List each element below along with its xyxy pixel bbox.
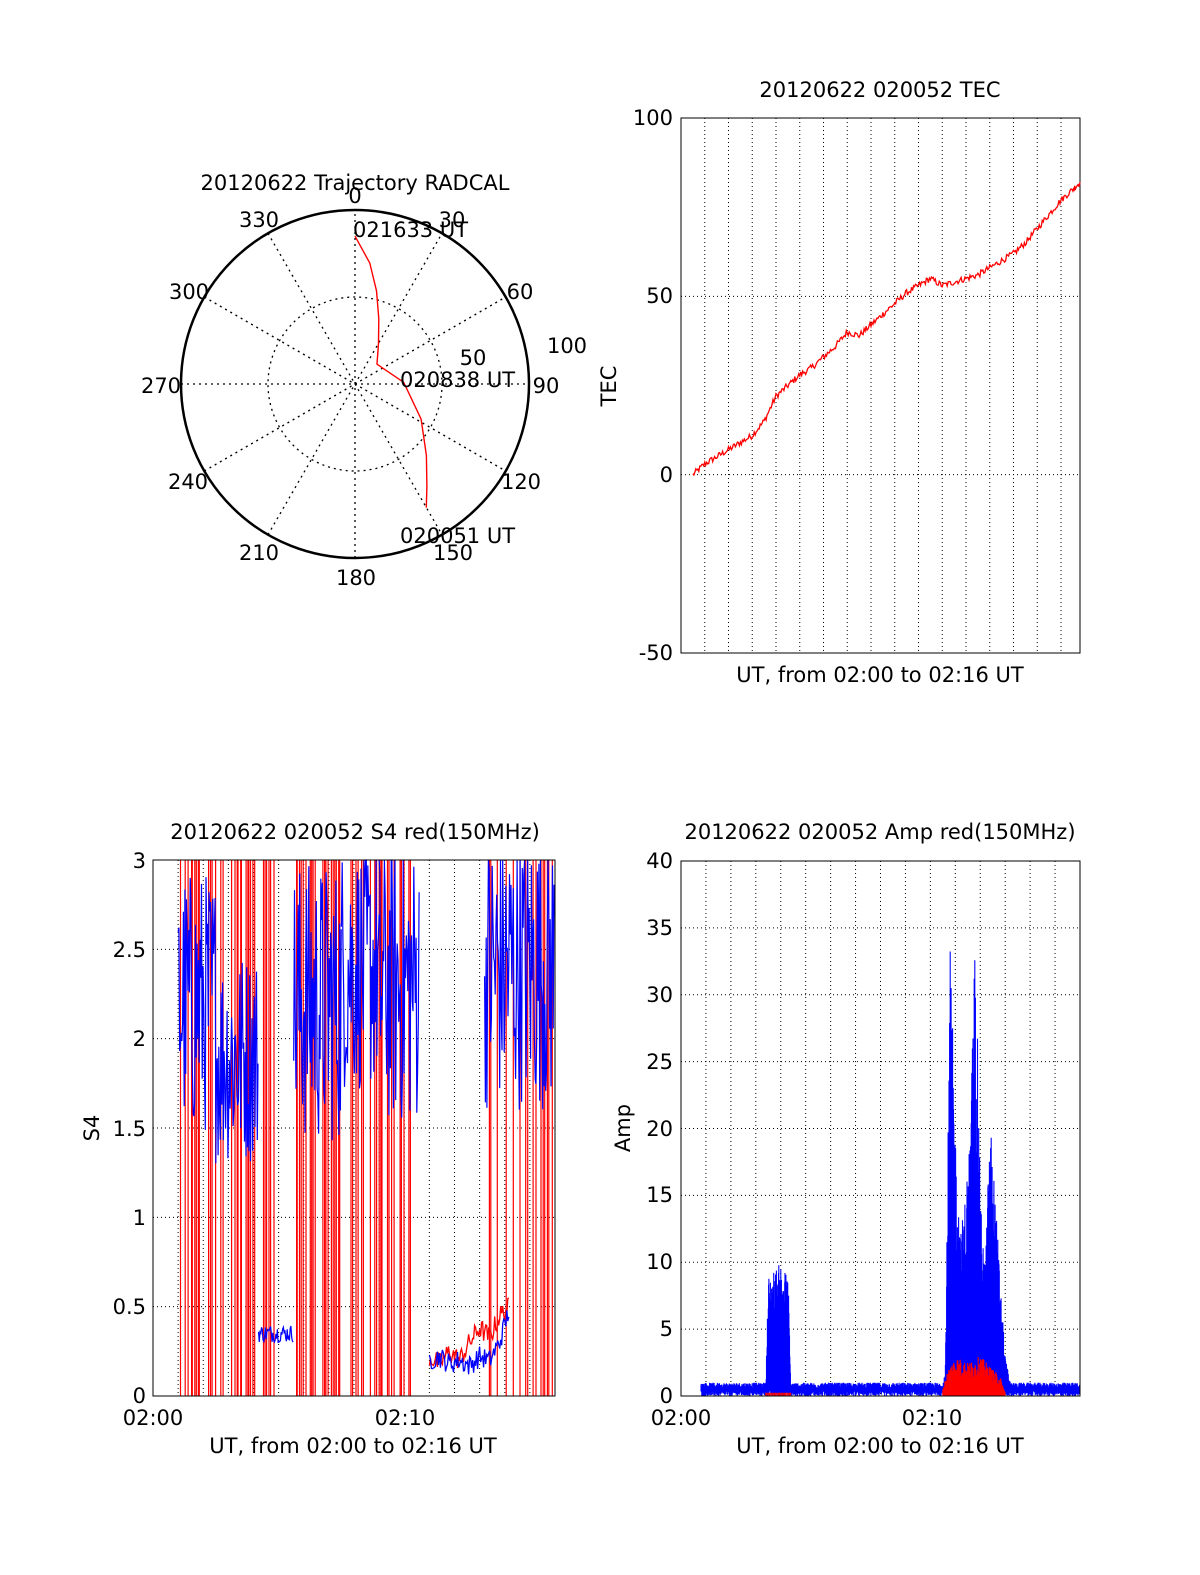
- s4-blue-series-line: [428, 1310, 510, 1375]
- y-tick-label: 10: [646, 1250, 673, 1274]
- x-tick-label: 02:00: [651, 1406, 712, 1430]
- tec-title: 20120622 020052 TEC: [759, 78, 1000, 102]
- y-tick-label: 0.5: [113, 1295, 146, 1319]
- amp-grid: [681, 861, 1080, 1396]
- polar-angle-label: 240: [168, 470, 208, 494]
- polar-angle-label: 60: [507, 280, 534, 304]
- polar-angle-labels: 0 30 60 90 120 150 180 210 240 270 300 3…: [141, 184, 559, 590]
- polar-angle-label: 330: [239, 208, 279, 232]
- y-tick-label: 2: [133, 1027, 146, 1051]
- s4-panel: 20120622 020052 S4 red(150MHz) 0 0.5 1 1…: [80, 820, 556, 1458]
- y-tick-label: 100: [633, 106, 673, 130]
- tec-series-line: [692, 182, 1081, 477]
- amp-y-axis-label: Amp: [611, 1104, 635, 1152]
- polar-angle-label: 30: [439, 208, 466, 232]
- polar-angle-label: 180: [336, 566, 376, 590]
- amp-blue-series-line: [700, 951, 1081, 1396]
- polar-angle-label: 210: [239, 541, 279, 565]
- x-tick-label: 02:10: [375, 1406, 436, 1430]
- polar-angle-label: 270: [141, 374, 181, 398]
- polar-annotation: 020838 UT: [400, 368, 515, 392]
- tec-y-ticks: -50 0 50 100: [633, 106, 673, 665]
- amp-x-axis-label: UT, from 02:00 to 02:16 UT: [736, 1434, 1024, 1458]
- y-tick-label: 20: [646, 1117, 673, 1141]
- polar-radius-label: 100: [547, 334, 587, 358]
- polar-grid: [181, 210, 529, 558]
- y-tick-label: 1: [133, 1206, 146, 1230]
- amp-y-ticks: 0 5 10 15 20 25 30 35 40: [646, 849, 673, 1408]
- y-tick-label: 0: [133, 1384, 146, 1408]
- s4-plot-frame: [152, 859, 556, 1397]
- s4-red-spikes: [179, 860, 553, 1396]
- s4-title: 20120622 020052 S4 red(150MHz): [170, 820, 540, 844]
- y-tick-label: 25: [646, 1050, 673, 1074]
- tec-x-axis-label: UT, from 02:00 to 02:16 UT: [736, 663, 1024, 687]
- polar-grid-spoke: [267, 232, 443, 536]
- polar-annotation: 021633 UT: [353, 218, 468, 242]
- tec-plot-frame: [680, 117, 1081, 654]
- polar-grid-ring: [267, 296, 443, 472]
- tec-grid: [681, 117, 1080, 654]
- polar-angle-label: 0: [348, 184, 361, 208]
- amp-red-series-line: [765, 1357, 1006, 1396]
- y-tick-label: 5: [660, 1317, 673, 1341]
- s4-blue-trace: [177, 859, 556, 1344]
- polar-radius-label: 50: [460, 346, 487, 370]
- polar-outer-ring: [179, 208, 531, 560]
- amp-title: 20120622 020052 Amp red(150MHz): [684, 820, 1075, 844]
- x-tick-label: 02:00: [123, 1406, 184, 1430]
- y-tick-label: 2.5: [113, 938, 146, 962]
- s4-data: [177, 859, 556, 1396]
- amp-plot-frame: [680, 860, 1081, 1397]
- y-tick-label: 15: [646, 1183, 673, 1207]
- y-tick-label: 3: [133, 849, 146, 873]
- y-tick-label: 35: [646, 916, 673, 940]
- y-tick-label: -50: [639, 641, 673, 665]
- y-tick-label: 0: [660, 1384, 673, 1408]
- polar-angle-label: 90: [533, 374, 560, 398]
- x-tick-label: 02:10: [902, 1406, 963, 1430]
- polar-angle-label: 120: [501, 470, 541, 494]
- polar-angle-label: 300: [169, 280, 209, 304]
- y-tick-label: 30: [646, 983, 673, 1007]
- tec-panel: 20120622 020052 TEC -50 0 50 100 TEC UT,…: [597, 78, 1081, 687]
- s4-y-axis-label: S4: [80, 1115, 104, 1142]
- tec-y-axis-label: TEC: [597, 366, 621, 408]
- y-tick-label: 50: [646, 284, 673, 308]
- s4-red-series-line: [428, 1297, 510, 1369]
- y-tick-label: 0: [660, 463, 673, 487]
- s4-x-axis-label: UT, from 02:00 to 02:16 UT: [209, 1434, 497, 1458]
- y-tick-label: 40: [646, 849, 673, 873]
- amp-data: [700, 951, 1081, 1396]
- polar-angle-label: 150: [433, 541, 473, 565]
- polar-panel: 20120622 Trajectory RADCAL 0 30 60 90 12…: [141, 171, 587, 590]
- amp-panel: 20120622 020052 Amp red(150MHz) 0 5 10 1…: [611, 820, 1081, 1458]
- y-tick-label: 1.5: [113, 1117, 146, 1141]
- polar-trajectory-line: [354, 235, 428, 508]
- polar-title: 20120622 Trajectory RADCAL: [201, 171, 510, 195]
- s4-y-ticks: 0 0.5 1 1.5 2 2.5 3: [113, 849, 146, 1408]
- polar-annotation: 020051 UT: [400, 524, 515, 548]
